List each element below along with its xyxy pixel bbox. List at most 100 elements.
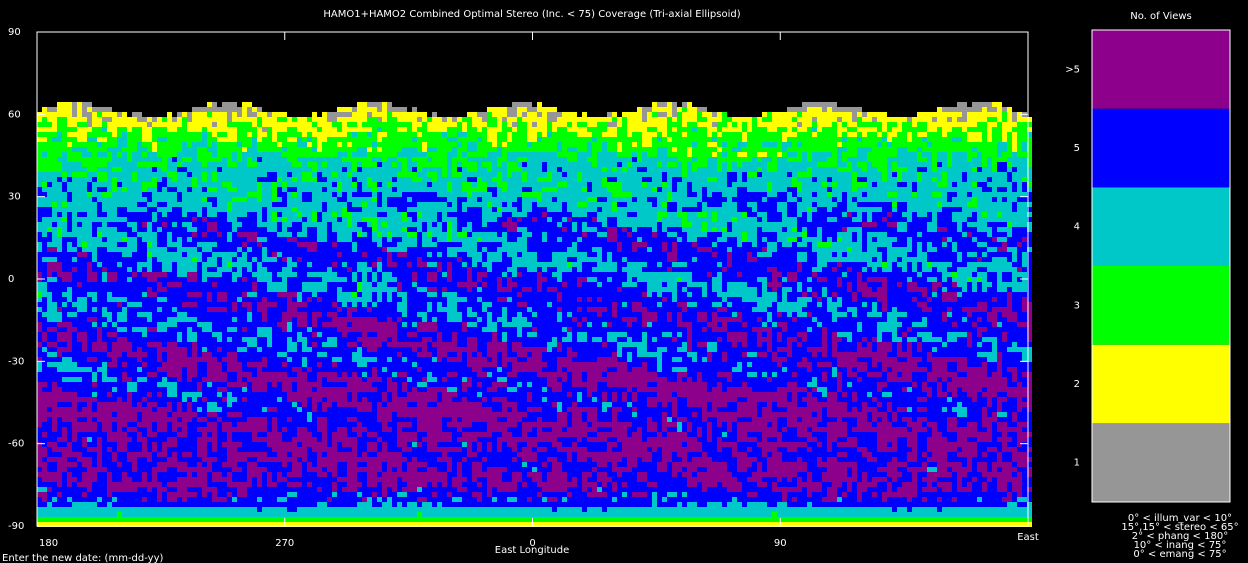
map-cell bbox=[702, 122, 707, 127]
map-cell bbox=[57, 182, 62, 187]
map-cell bbox=[522, 122, 527, 127]
map-cell bbox=[742, 177, 747, 182]
map-cell bbox=[307, 137, 312, 142]
map-cell bbox=[977, 142, 982, 147]
map-cell bbox=[637, 212, 642, 217]
map-cell bbox=[682, 117, 687, 122]
map-cell bbox=[467, 217, 472, 222]
map-cell bbox=[552, 122, 557, 127]
map-cell bbox=[777, 152, 782, 157]
map-cell bbox=[552, 202, 557, 207]
map-cell bbox=[712, 117, 717, 122]
map-cell bbox=[952, 207, 957, 212]
map-cell bbox=[897, 227, 902, 232]
map-cell bbox=[502, 182, 507, 187]
map-cell bbox=[667, 112, 672, 117]
map-cell bbox=[697, 117, 702, 122]
map-cell bbox=[107, 112, 112, 117]
map-cell bbox=[167, 177, 172, 182]
map-cell bbox=[772, 152, 777, 157]
map-cell bbox=[97, 117, 102, 122]
map-cell bbox=[712, 212, 717, 217]
map-cell bbox=[967, 202, 972, 207]
map-cell bbox=[922, 177, 927, 182]
map-cell bbox=[812, 202, 817, 207]
map-cell bbox=[392, 227, 397, 232]
map-cell bbox=[892, 202, 897, 207]
map-cell bbox=[477, 162, 482, 167]
map-cell bbox=[37, 217, 42, 222]
map-cell bbox=[442, 137, 447, 142]
map-cell bbox=[352, 147, 357, 152]
map-cell bbox=[872, 172, 877, 177]
map-cell bbox=[842, 227, 847, 232]
map-cell bbox=[342, 172, 347, 177]
map-cell bbox=[592, 127, 597, 132]
map-cell bbox=[722, 172, 727, 177]
map-cell bbox=[812, 177, 817, 182]
map-cell bbox=[257, 127, 262, 132]
map-cell bbox=[422, 182, 427, 187]
map-cell bbox=[167, 197, 172, 202]
map-cell bbox=[717, 167, 722, 172]
map-cell bbox=[567, 197, 572, 202]
map-cell bbox=[772, 197, 777, 202]
map-cell bbox=[937, 172, 942, 177]
map-cell bbox=[517, 137, 522, 142]
map-cell bbox=[862, 142, 867, 147]
map-cell bbox=[327, 137, 332, 142]
map-cell bbox=[522, 157, 527, 162]
map-cell bbox=[807, 197, 812, 202]
map-cell bbox=[427, 147, 432, 152]
map-cell bbox=[417, 112, 422, 117]
map-cell bbox=[867, 122, 872, 127]
map-cell bbox=[772, 157, 777, 162]
map-cell bbox=[472, 192, 477, 197]
map-cell bbox=[557, 127, 562, 132]
map-cell bbox=[542, 232, 547, 237]
map-cell bbox=[67, 232, 72, 237]
map-cell bbox=[552, 127, 557, 132]
map-cell bbox=[927, 157, 932, 162]
map-cell bbox=[547, 177, 552, 182]
map-cell bbox=[267, 222, 272, 227]
map-cell bbox=[657, 107, 662, 112]
map-cell bbox=[977, 162, 982, 167]
map-cell bbox=[842, 222, 847, 227]
map-cell bbox=[672, 192, 677, 197]
map-cell bbox=[132, 112, 137, 117]
map-cell bbox=[162, 142, 167, 147]
map-cell bbox=[1012, 162, 1017, 167]
map-cell bbox=[747, 197, 752, 202]
map-cell bbox=[722, 147, 727, 152]
map-cell bbox=[752, 187, 757, 192]
map-cell bbox=[672, 172, 677, 177]
map-cell bbox=[622, 112, 627, 117]
map-cell bbox=[1012, 182, 1017, 187]
map-cell bbox=[542, 177, 547, 182]
map-cell bbox=[787, 187, 792, 192]
map-cell bbox=[387, 172, 392, 177]
map-cell bbox=[87, 137, 92, 142]
map-cell bbox=[822, 147, 827, 152]
map-cell bbox=[467, 172, 472, 177]
map-cell bbox=[897, 182, 902, 187]
map-cell bbox=[547, 122, 552, 127]
map-cell bbox=[257, 122, 262, 127]
map-cell bbox=[857, 152, 862, 157]
map-cell bbox=[382, 207, 387, 212]
map-cell bbox=[327, 187, 332, 192]
map-cell bbox=[922, 207, 927, 212]
map-cell bbox=[592, 142, 597, 147]
map-cell bbox=[242, 187, 247, 192]
map-cell bbox=[437, 162, 442, 167]
map-cell bbox=[167, 117, 172, 122]
map-cell bbox=[1022, 172, 1027, 177]
map-cell bbox=[977, 217, 982, 222]
map-cell bbox=[112, 227, 117, 232]
map-cell bbox=[662, 192, 667, 197]
map-cell bbox=[647, 172, 652, 177]
map-cell bbox=[492, 122, 497, 127]
map-cell bbox=[132, 137, 137, 142]
map-cell bbox=[687, 157, 692, 162]
